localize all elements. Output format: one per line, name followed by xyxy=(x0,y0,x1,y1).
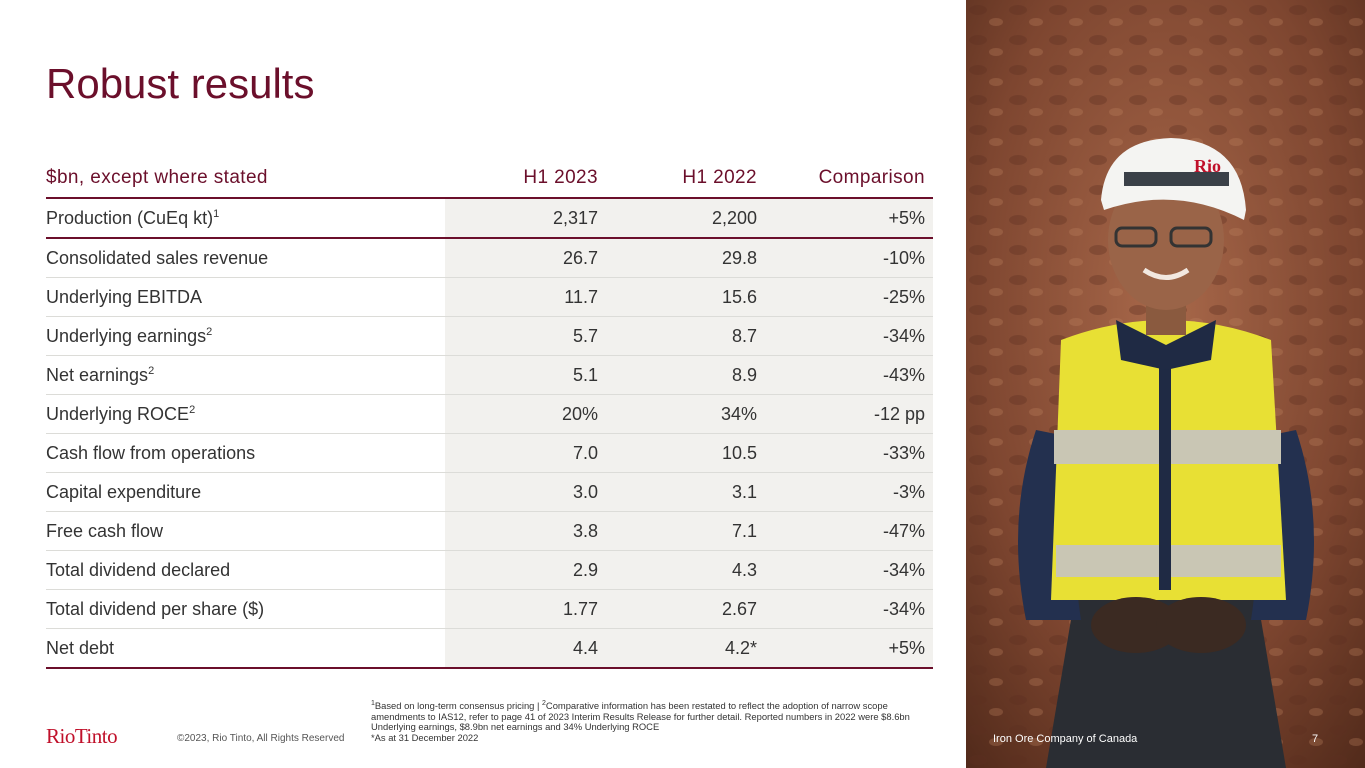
worker-photo: Rio xyxy=(966,0,1365,768)
table-row: Total dividend declared 2.9 4.3 -34% xyxy=(46,550,933,590)
cell-h1-2022: 8.9 xyxy=(606,355,765,395)
row-label: Net debt xyxy=(46,628,445,669)
cell-h1-2023: 4.4 xyxy=(445,628,606,669)
row-label-superscript: 1 xyxy=(213,207,220,220)
row-label: Cash flow from operations xyxy=(46,433,445,473)
cell-comparison: -33% xyxy=(765,433,933,473)
row-label-text: Total dividend declared xyxy=(46,559,231,580)
row-label-text: Net debt xyxy=(46,637,115,658)
header-units: $bn, except where stated xyxy=(46,158,445,199)
cell-h1-2023: 3.8 xyxy=(445,511,606,551)
table-body: Production (CuEq kt)1 2,317 2,200 +5% Consol… xyxy=(46,198,933,669)
cell-h1-2022: 8.7 xyxy=(606,316,765,356)
cell-h1-2022: 4.2* xyxy=(606,628,765,669)
footnote-sup-1: 1 xyxy=(371,699,375,707)
table-row: Production (CuEq kt)1 2,317 2,200 +5% xyxy=(46,198,933,239)
footnote: 1Based on long-term consensus pricing | … xyxy=(371,699,931,743)
cell-h1-2023: 5.7 xyxy=(445,316,606,356)
header-h1-2023: H1 2023 xyxy=(445,158,606,199)
row-label-superscript: 2 xyxy=(148,364,155,377)
results-table: $bn, except where stated H1 2023 H1 2022… xyxy=(46,158,933,669)
results-table-container: $bn, except where stated H1 2023 H1 2022… xyxy=(46,158,933,669)
footnote-part-2: Comparative information has been restate… xyxy=(371,700,910,733)
cell-h1-2023: 7.0 xyxy=(445,433,606,473)
cell-h1-2023: 26.7 xyxy=(445,238,606,278)
cell-h1-2023: 1.77 xyxy=(445,589,606,629)
cell-h1-2023: 20% xyxy=(445,394,606,434)
cell-comparison: -43% xyxy=(765,355,933,395)
table-row: Total dividend per share ($) 1.77 2.67 -34% xyxy=(46,589,933,629)
cell-h1-2022: 34% xyxy=(606,394,765,434)
row-label-text: Cash flow from operations xyxy=(46,442,256,463)
cell-h1-2023: 2.9 xyxy=(445,550,606,590)
row-label-text: Underlying ROCE xyxy=(46,403,190,424)
row-label-text: Net earnings xyxy=(46,364,149,385)
copyright-text: ©2023, Rio Tinto, All Rights Reserved xyxy=(177,733,345,744)
table-row: Capital expenditure 3.0 3.1 -3% xyxy=(46,472,933,512)
footnote-line: 1Based on long-term consensus pricing | … xyxy=(371,699,931,733)
cell-comparison: -3% xyxy=(765,472,933,512)
row-label: Net earnings2 xyxy=(46,355,445,395)
cell-h1-2022: 3.1 xyxy=(606,472,765,512)
row-label-text: Production (CuEq kt) xyxy=(46,207,214,228)
cell-h1-2022: 29.8 xyxy=(606,238,765,278)
row-label: Free cash flow xyxy=(46,511,445,551)
row-label: Consolidated sales revenue xyxy=(46,238,445,278)
header-comparison: Comparison xyxy=(765,158,933,199)
cell-comparison: -34% xyxy=(765,316,933,356)
row-label: Capital expenditure xyxy=(46,472,445,512)
footnote-asterisk: *As at 31 December 2022 xyxy=(371,731,479,743)
cell-comparison: -34% xyxy=(765,589,933,629)
table-row: Free cash flow 3.8 7.1 -47% xyxy=(46,511,933,551)
row-label-superscript: 2 xyxy=(206,325,213,338)
table-row: Net debt 4.4 4.2* +5% xyxy=(46,628,933,669)
photo-caption: Iron Ore Company of Canada xyxy=(993,733,1138,745)
row-label-text: Underlying EBITDA xyxy=(46,286,203,307)
row-label-text: Underlying earnings xyxy=(46,325,207,346)
cell-comparison: -47% xyxy=(765,511,933,551)
cell-h1-2023: 11.7 xyxy=(445,277,606,317)
row-label: Production (CuEq kt)1 xyxy=(46,198,445,239)
row-label-text: Capital expenditure xyxy=(46,481,202,502)
row-label: Underlying ROCE2 xyxy=(46,394,445,434)
row-label: Underlying EBITDA xyxy=(46,277,445,317)
cell-h1-2022: 10.5 xyxy=(606,433,765,473)
page-title: Robust results xyxy=(46,60,315,107)
rio-tinto-logo: RioTinto xyxy=(46,724,118,748)
page-number: 7 xyxy=(1312,733,1319,745)
header-h1-2022: H1 2022 xyxy=(606,158,765,199)
svg-text:Rio: Rio xyxy=(1194,156,1221,176)
cell-comparison: -10% xyxy=(765,238,933,278)
cell-comparison: -34% xyxy=(765,550,933,590)
row-label: Total dividend declared xyxy=(46,550,445,590)
cell-comparison: -12 pp xyxy=(765,394,933,434)
cell-h1-2023: 2,317 xyxy=(445,198,606,239)
cell-h1-2023: 3.0 xyxy=(445,472,606,512)
cell-h1-2022: 7.1 xyxy=(606,511,765,551)
cell-comparison: +5% xyxy=(765,198,933,239)
row-label-text: Consolidated sales revenue xyxy=(46,247,269,268)
row-label-superscript: 2 xyxy=(189,403,196,416)
row-label: Underlying earnings2 xyxy=(46,316,445,356)
footnote-part-1: Based on long-term consensus pricing | xyxy=(374,700,543,711)
table-row: Underlying ROCE2 20% 34% -12 pp xyxy=(46,394,933,434)
cell-h1-2023: 5.1 xyxy=(445,355,606,395)
cell-h1-2022: 2,200 xyxy=(606,198,765,239)
table-row: Underlying earnings2 5.7 8.7 -34% xyxy=(46,316,933,356)
cell-comparison: -25% xyxy=(765,277,933,317)
table-row: Cash flow from operations 7.0 10.5 -33% xyxy=(46,433,933,473)
cell-comparison: +5% xyxy=(765,628,933,669)
row-label-text: Free cash flow xyxy=(46,520,164,541)
cell-h1-2022: 15.6 xyxy=(606,277,765,317)
table-row: Consolidated sales revenue 26.7 29.8 -10% xyxy=(46,238,933,278)
table-row: Net earnings2 5.1 8.9 -43% xyxy=(46,355,933,395)
table-header-row: $bn, except where stated H1 2023 H1 2022… xyxy=(46,158,933,199)
cell-h1-2022: 4.3 xyxy=(606,550,765,590)
row-label-text: Total dividend per share ($) xyxy=(46,598,265,619)
worker-photo-illustration: Rio xyxy=(966,0,1365,768)
table-row: Underlying EBITDA 11.7 15.6 -25% xyxy=(46,277,933,317)
footnote-sup-2: 2 xyxy=(542,699,546,707)
row-label: Total dividend per share ($) xyxy=(46,589,445,629)
cell-h1-2022: 2.67 xyxy=(606,589,765,629)
